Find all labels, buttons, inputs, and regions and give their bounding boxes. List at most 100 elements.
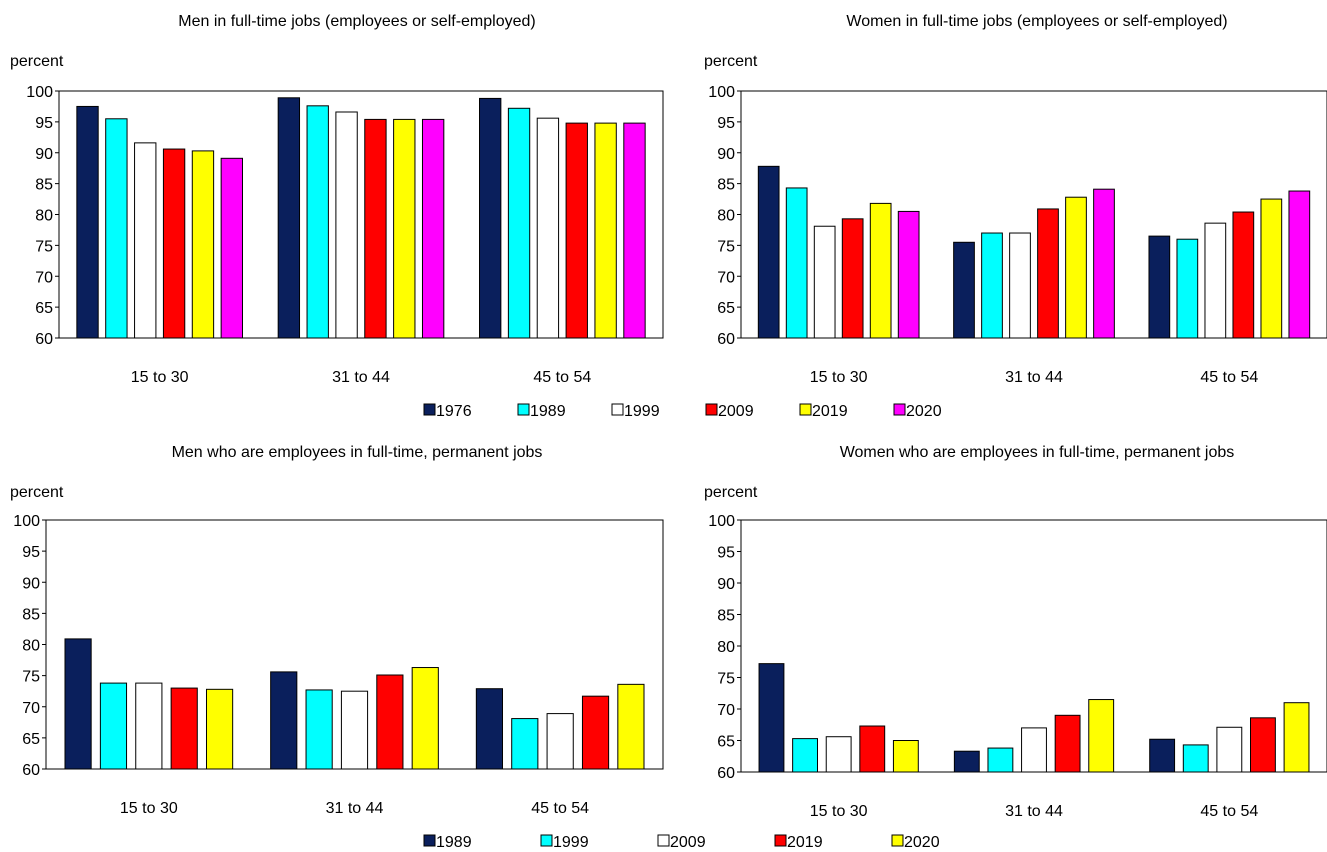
legend-top-swatch-2019 xyxy=(799,403,812,416)
bar-2009-1 xyxy=(841,218,864,339)
bar-2009-1 xyxy=(825,736,852,773)
legend-top-label-2020: 2020 xyxy=(906,403,942,420)
bar-2020-2 xyxy=(1088,699,1115,773)
bar-1999-3 xyxy=(536,117,560,339)
y-tick-label: 90 xyxy=(717,146,735,163)
y-tick-label: 100 xyxy=(26,84,53,101)
y-tick-label: 80 xyxy=(717,639,735,656)
legend-bottom-swatch-2020 xyxy=(891,834,904,847)
bar-1976-2 xyxy=(277,97,301,339)
y-axis-label: percent xyxy=(704,53,758,70)
y-tick-label: 100 xyxy=(708,84,735,101)
bar-1999-3 xyxy=(1182,744,1209,773)
x-tick-label: 15 to 30 xyxy=(131,369,189,386)
legend-top-swatch-2009 xyxy=(705,403,718,416)
y-tick-label: 75 xyxy=(35,238,53,255)
legend-top-label-1976: 1976 xyxy=(436,403,472,420)
x-tick-label: 31 to 44 xyxy=(1005,369,1063,386)
bar-1989-2 xyxy=(306,105,329,339)
bar-1989-3 xyxy=(475,688,504,770)
y-tick-label: 70 xyxy=(717,702,735,719)
bar-1999-2 xyxy=(1009,232,1031,339)
y-axis-label: percent xyxy=(10,484,64,501)
bar-2009-3 xyxy=(1232,211,1255,339)
bar-1989-2 xyxy=(953,750,980,773)
chart-title: Women who are employees in full-time, pe… xyxy=(840,444,1235,461)
bar-2020-1 xyxy=(897,210,920,339)
legend-top-label-1989: 1989 xyxy=(530,403,566,420)
x-tick-label: 45 to 54 xyxy=(531,800,589,817)
bar-2020-1 xyxy=(205,688,234,770)
bar-2009-1 xyxy=(135,682,163,770)
y-tick-label: 95 xyxy=(717,545,735,562)
y-tick-label: 85 xyxy=(717,177,735,194)
bar-1989-3 xyxy=(1149,738,1176,773)
y-tick-label: 65 xyxy=(717,300,735,317)
y-tick-label: 60 xyxy=(717,765,735,782)
bar-1976-1 xyxy=(76,105,99,339)
bar-1999-3 xyxy=(1204,222,1227,339)
legend-top-label-1999: 1999 xyxy=(624,403,660,420)
bar-1989-1 xyxy=(105,118,128,339)
bar-2020-2 xyxy=(421,118,445,339)
bar-1989-2 xyxy=(270,671,298,770)
y-tick-label: 100 xyxy=(708,513,735,530)
y-tick-label: 80 xyxy=(22,638,40,655)
bar-1976-2 xyxy=(953,241,975,339)
x-tick-label: 15 to 30 xyxy=(810,369,868,386)
bar-1999-1 xyxy=(813,225,836,339)
y-tick-label: 65 xyxy=(717,734,735,751)
y-axis-label: percent xyxy=(10,53,64,70)
y-tick-label: 65 xyxy=(35,300,53,317)
chart-title: Women in full-time jobs (employees or se… xyxy=(846,13,1227,30)
y-tick-label: 60 xyxy=(717,331,735,348)
y-tick-label: 90 xyxy=(22,575,40,592)
x-tick-label: 31 to 44 xyxy=(1005,803,1063,820)
y-tick-label: 100 xyxy=(13,513,40,530)
bar-2019-2 xyxy=(1065,196,1087,339)
y-tick-label: 80 xyxy=(717,208,735,225)
legend-top-swatch-1989 xyxy=(517,403,530,416)
bar-2019-1 xyxy=(869,202,892,339)
bar-2019-1 xyxy=(859,725,886,773)
bar-1989-3 xyxy=(507,107,531,339)
legend-top-swatch-1999 xyxy=(611,403,624,416)
bar-1999-3 xyxy=(511,718,539,770)
bar-1999-2 xyxy=(305,689,333,770)
bar-2020-3 xyxy=(1288,190,1311,339)
bar-2009-2 xyxy=(1021,727,1047,773)
y-tick-label: 65 xyxy=(22,731,40,748)
y-tick-label: 70 xyxy=(717,269,735,286)
bar-2020-3 xyxy=(1283,702,1310,773)
y-tick-label: 95 xyxy=(35,115,53,132)
y-axis-label: percent xyxy=(704,484,758,501)
legend-top-swatch-2020 xyxy=(893,403,906,416)
y-tick-label: 70 xyxy=(35,269,53,286)
bar-2019-1 xyxy=(170,687,198,770)
y-tick-label: 75 xyxy=(717,671,735,688)
legend-bottom-swatch-2009 xyxy=(657,834,670,847)
y-tick-label: 75 xyxy=(717,238,735,255)
x-tick-label: 31 to 44 xyxy=(332,369,390,386)
bar-2020-3 xyxy=(617,683,645,770)
bar-1999-1 xyxy=(134,142,157,339)
bar-2019-2 xyxy=(376,674,404,770)
y-tick-label: 85 xyxy=(22,606,40,623)
bar-2020-2 xyxy=(1093,188,1115,339)
bar-2019-3 xyxy=(1249,717,1276,773)
bar-2009-2 xyxy=(1037,208,1059,339)
bar-1999-2 xyxy=(335,111,358,339)
y-tick-label: 85 xyxy=(35,177,53,194)
bar-1989-1 xyxy=(64,638,92,770)
bar-2019-2 xyxy=(393,118,416,339)
legend-bottom-swatch-2019 xyxy=(774,834,787,847)
y-tick-label: 85 xyxy=(717,608,735,625)
x-tick-label: 31 to 44 xyxy=(326,800,384,817)
bar-1989-1 xyxy=(785,187,808,339)
legend-top-label-2019: 2019 xyxy=(812,403,848,420)
bar-2020-1 xyxy=(220,157,243,339)
y-tick-label: 80 xyxy=(35,208,53,225)
legend-bottom-label-1999: 1999 xyxy=(553,834,589,851)
legend-top-label-2009: 2009 xyxy=(718,403,754,420)
